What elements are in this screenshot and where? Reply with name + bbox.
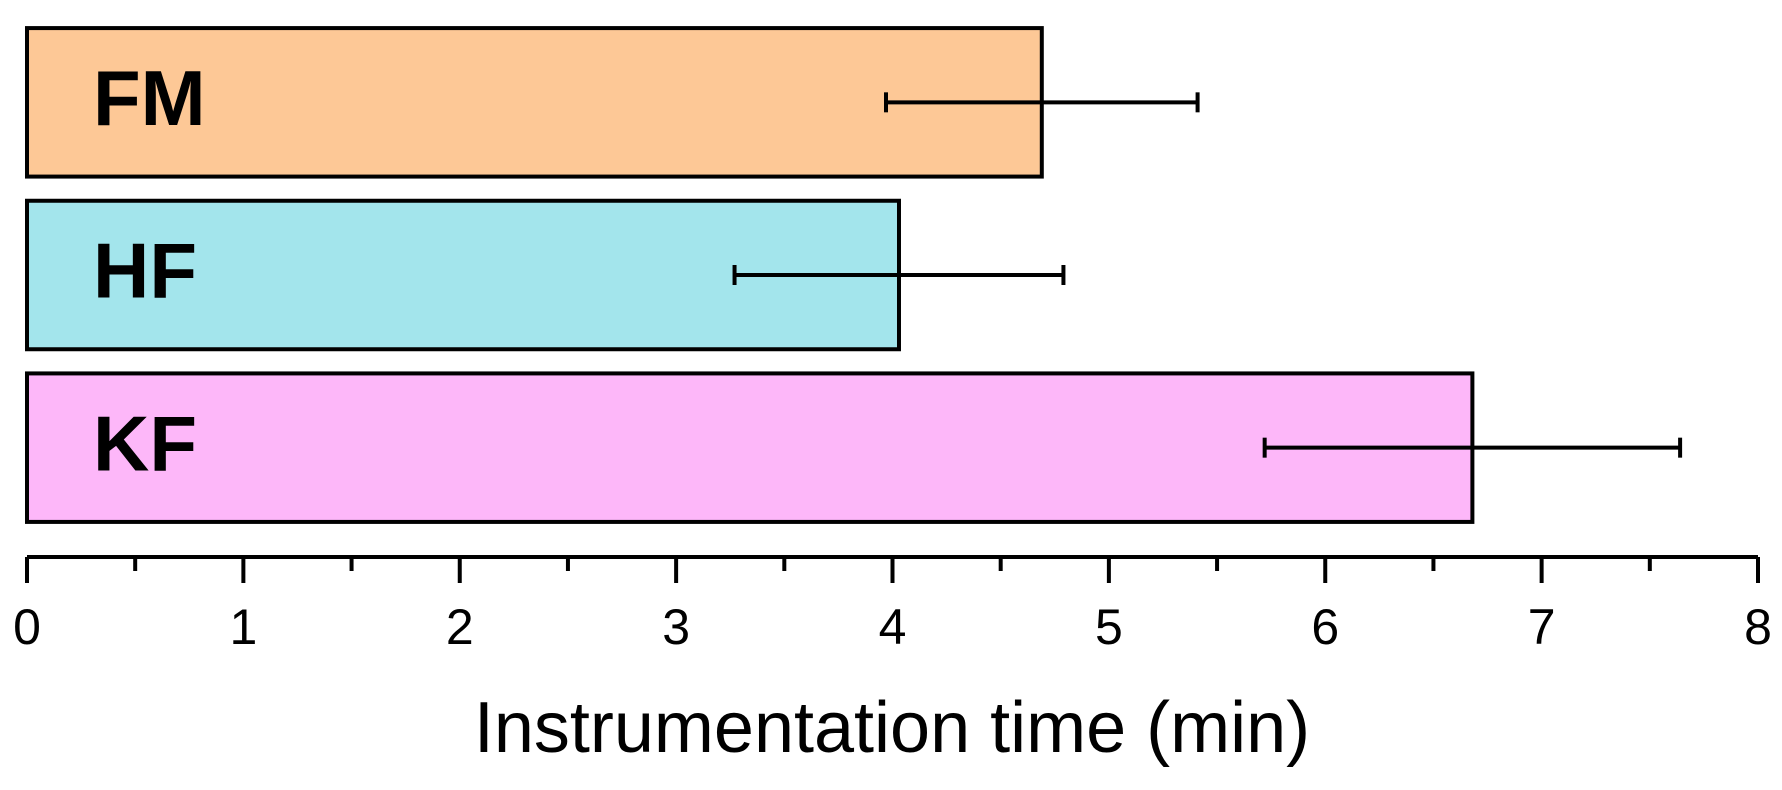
bar-label: KF	[93, 399, 197, 487]
x-tick-label: 5	[1095, 599, 1123, 655]
x-tick-label: 1	[229, 599, 257, 655]
error-bar	[1262, 437, 1683, 458]
bar	[25, 371, 1475, 524]
x-tick-label: 3	[662, 599, 690, 655]
bar-label: HF	[93, 227, 197, 315]
x-tick-label: 0	[13, 599, 41, 655]
x-tick-label: 2	[446, 599, 474, 655]
x-tick-label: 6	[1311, 599, 1339, 655]
bar	[25, 26, 1044, 179]
error-bar	[884, 92, 1200, 113]
x-tick-label: 7	[1528, 599, 1556, 655]
x-tick-label: 8	[1744, 599, 1772, 655]
x-axis-label: Instrumentation time (min)	[474, 688, 1310, 768]
error-bar	[732, 265, 1066, 285]
bar-label: FM	[93, 54, 206, 142]
x-tick-label: 4	[879, 599, 907, 655]
